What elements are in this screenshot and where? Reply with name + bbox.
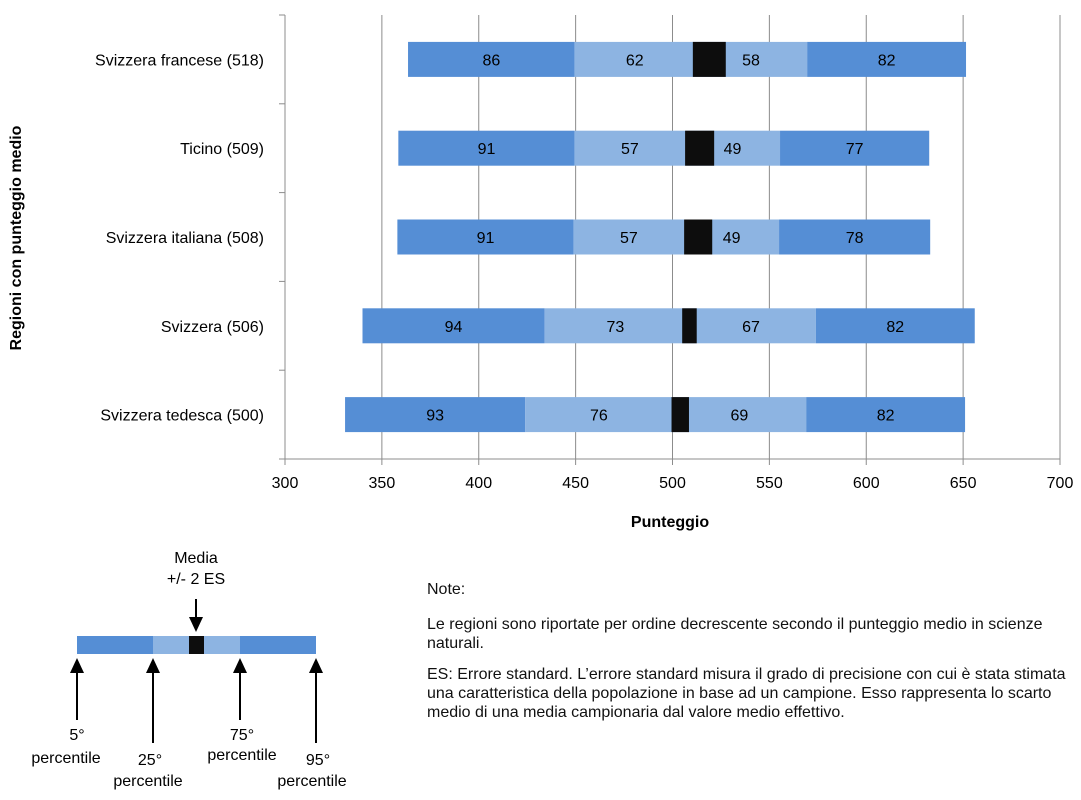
bar-segment-value-label: 86 <box>482 52 500 69</box>
bar-segment-p25-mean <box>525 397 673 433</box>
x-tick-label-500: 500 <box>659 475 686 492</box>
bar-segment-value-label: 82 <box>877 408 895 425</box>
x-axis-title: Punteggio <box>631 514 709 531</box>
bar-segment-p5-p25 <box>397 219 574 255</box>
legend-segment-outer-left <box>77 636 153 654</box>
bar-segment-value-label: 93 <box>426 408 444 425</box>
axes <box>279 14 1061 465</box>
bar-row: 91 57 49 77 <box>398 130 930 166</box>
legend-p75-label: 75° <box>230 727 254 744</box>
notes-paragraph-standard-error: ES: Errore standard. L’errore standard m… <box>427 666 1066 721</box>
x-tick-label-400: 400 <box>465 475 492 492</box>
x-tick-label-600: 600 <box>853 475 880 492</box>
bar-segment-mean-p75 <box>686 308 816 344</box>
bar-row: 93 76 69 82 <box>345 397 966 433</box>
legend-p25-arrowhead <box>146 658 160 673</box>
mean-ci-band <box>671 397 689 433</box>
bar-segment-value-label: 82 <box>886 319 904 336</box>
mean-ci-band <box>684 219 713 255</box>
legend-p95-arrowhead <box>309 658 323 673</box>
x-tick-labels: 300 350 400 450 500 550 600 650 700 <box>272 475 1074 492</box>
bar-segment-p25-mean <box>574 41 695 77</box>
notes-panel: Note: Le regioni sono riportate per ordi… <box>427 580 1072 734</box>
bar-row: 86 62 58 82 <box>408 41 967 77</box>
bar-segment-value-label: 77 <box>846 141 864 158</box>
legend-p25-sub-label: percentile <box>113 773 182 790</box>
bar-segment-value-label: 62 <box>626 52 644 69</box>
x-tick-label-300: 300 <box>272 475 299 492</box>
bar-segment-value-label: 58 <box>742 52 760 69</box>
bar-row: 91 57 49 78 <box>397 219 931 255</box>
y-category-label: Svizzera italiana (508) <box>106 230 264 247</box>
legend-p75-sub-label: percentile <box>207 747 276 764</box>
bar-segment-p75-p95 <box>807 41 967 77</box>
bars: 86 62 58 82 91 57 49 77 91 57 49 78 94 73 67 82 93 76 69 82 <box>345 41 975 433</box>
y-category-label: Svizzera (506) <box>161 319 264 336</box>
legend-p95-label: 95° <box>306 752 330 769</box>
bar-segment-value-label: 49 <box>724 141 742 158</box>
y-category-label: Ticino (509) <box>180 141 264 158</box>
bar-row: 94 73 67 82 <box>362 308 975 344</box>
bar-segment-p5-p25 <box>408 41 575 77</box>
x-tick-label-450: 450 <box>562 475 589 492</box>
legend-segment-inner-right <box>204 636 240 654</box>
x-tick-label-550: 550 <box>756 475 783 492</box>
bar-segment-p75-p95 <box>779 219 931 255</box>
bar-segment-p25-mean <box>573 219 685 255</box>
x-tick-label-650: 650 <box>950 475 977 492</box>
legend-segment-inner-left <box>153 636 189 654</box>
y-category-labels: Svizzera francese (518) Ticino (509) Svizz… <box>95 52 264 424</box>
bar-segment-value-label: 57 <box>620 230 638 247</box>
mean-ci-band <box>692 41 726 77</box>
legend-p95-sub-label: percentile <box>277 773 346 790</box>
bar-segment-p5-p25 <box>345 397 526 433</box>
x-tick-label-700: 700 <box>1047 475 1074 492</box>
bar-segment-value-label: 94 <box>445 319 463 336</box>
bar-segment-p75-p95 <box>780 130 930 166</box>
y-axis-title: Regioni con punteggio medio <box>8 125 25 350</box>
bar-segment-p25-mean <box>574 130 686 166</box>
notes-heading: Note: <box>427 581 466 598</box>
x-tick-label-350: 350 <box>369 475 396 492</box>
legend-mean-band <box>189 636 204 654</box>
bar-segment-p25-mean <box>544 308 687 344</box>
y-category-label: Svizzera tedesca (500) <box>100 408 264 425</box>
bar-segment-p5-p25 <box>362 308 545 344</box>
legend-p5-arrowhead <box>70 658 84 673</box>
percentile-chart: 86 62 58 82 91 57 49 77 91 57 49 78 94 73 67 82 93 76 69 82… <box>8 14 1074 531</box>
bar-segment-value-label: 73 <box>606 319 624 336</box>
legend-segment-outer-right <box>240 636 316 654</box>
legend-mean-arrowhead <box>189 617 203 632</box>
bar-segment-p75-p95 <box>815 308 975 344</box>
legend-mean-label: Media <box>174 550 218 567</box>
bar-segment-p5-p25 <box>398 130 575 166</box>
bar-segment-p75-p95 <box>806 397 966 433</box>
bar-segment-mean-p75 <box>672 397 807 433</box>
bar-segment-value-label: 76 <box>590 408 608 425</box>
bar-segment-value-label: 69 <box>730 408 748 425</box>
legend-p25-label: 25° <box>138 752 162 769</box>
bar-segment-value-label: 91 <box>478 141 496 158</box>
mean-ci-band <box>685 130 715 166</box>
bar-segment-value-label: 67 <box>742 319 760 336</box>
mean-ci-band <box>682 308 697 344</box>
legend-diagram: Media +/- 2 ES 5° percentile 25° percent… <box>31 550 346 790</box>
notes-paragraph-ordering: Le regioni sono riportate per ordine dec… <box>427 616 1043 652</box>
legend-p5-sub-label: percentile <box>31 750 100 767</box>
legend-p5-label: 5° <box>69 727 84 744</box>
bar-segment-value-label: 78 <box>846 230 864 247</box>
legend-mean-sub-label: +/- 2 ES <box>167 571 225 588</box>
bar-segment-value-label: 49 <box>723 230 741 247</box>
bar-segment-value-label: 91 <box>477 230 495 247</box>
y-category-label: Svizzera francese (518) <box>95 52 264 69</box>
bar-segment-value-label: 57 <box>621 141 639 158</box>
bar-segment-value-label: 82 <box>878 52 896 69</box>
legend-p75-arrowhead <box>233 658 247 673</box>
